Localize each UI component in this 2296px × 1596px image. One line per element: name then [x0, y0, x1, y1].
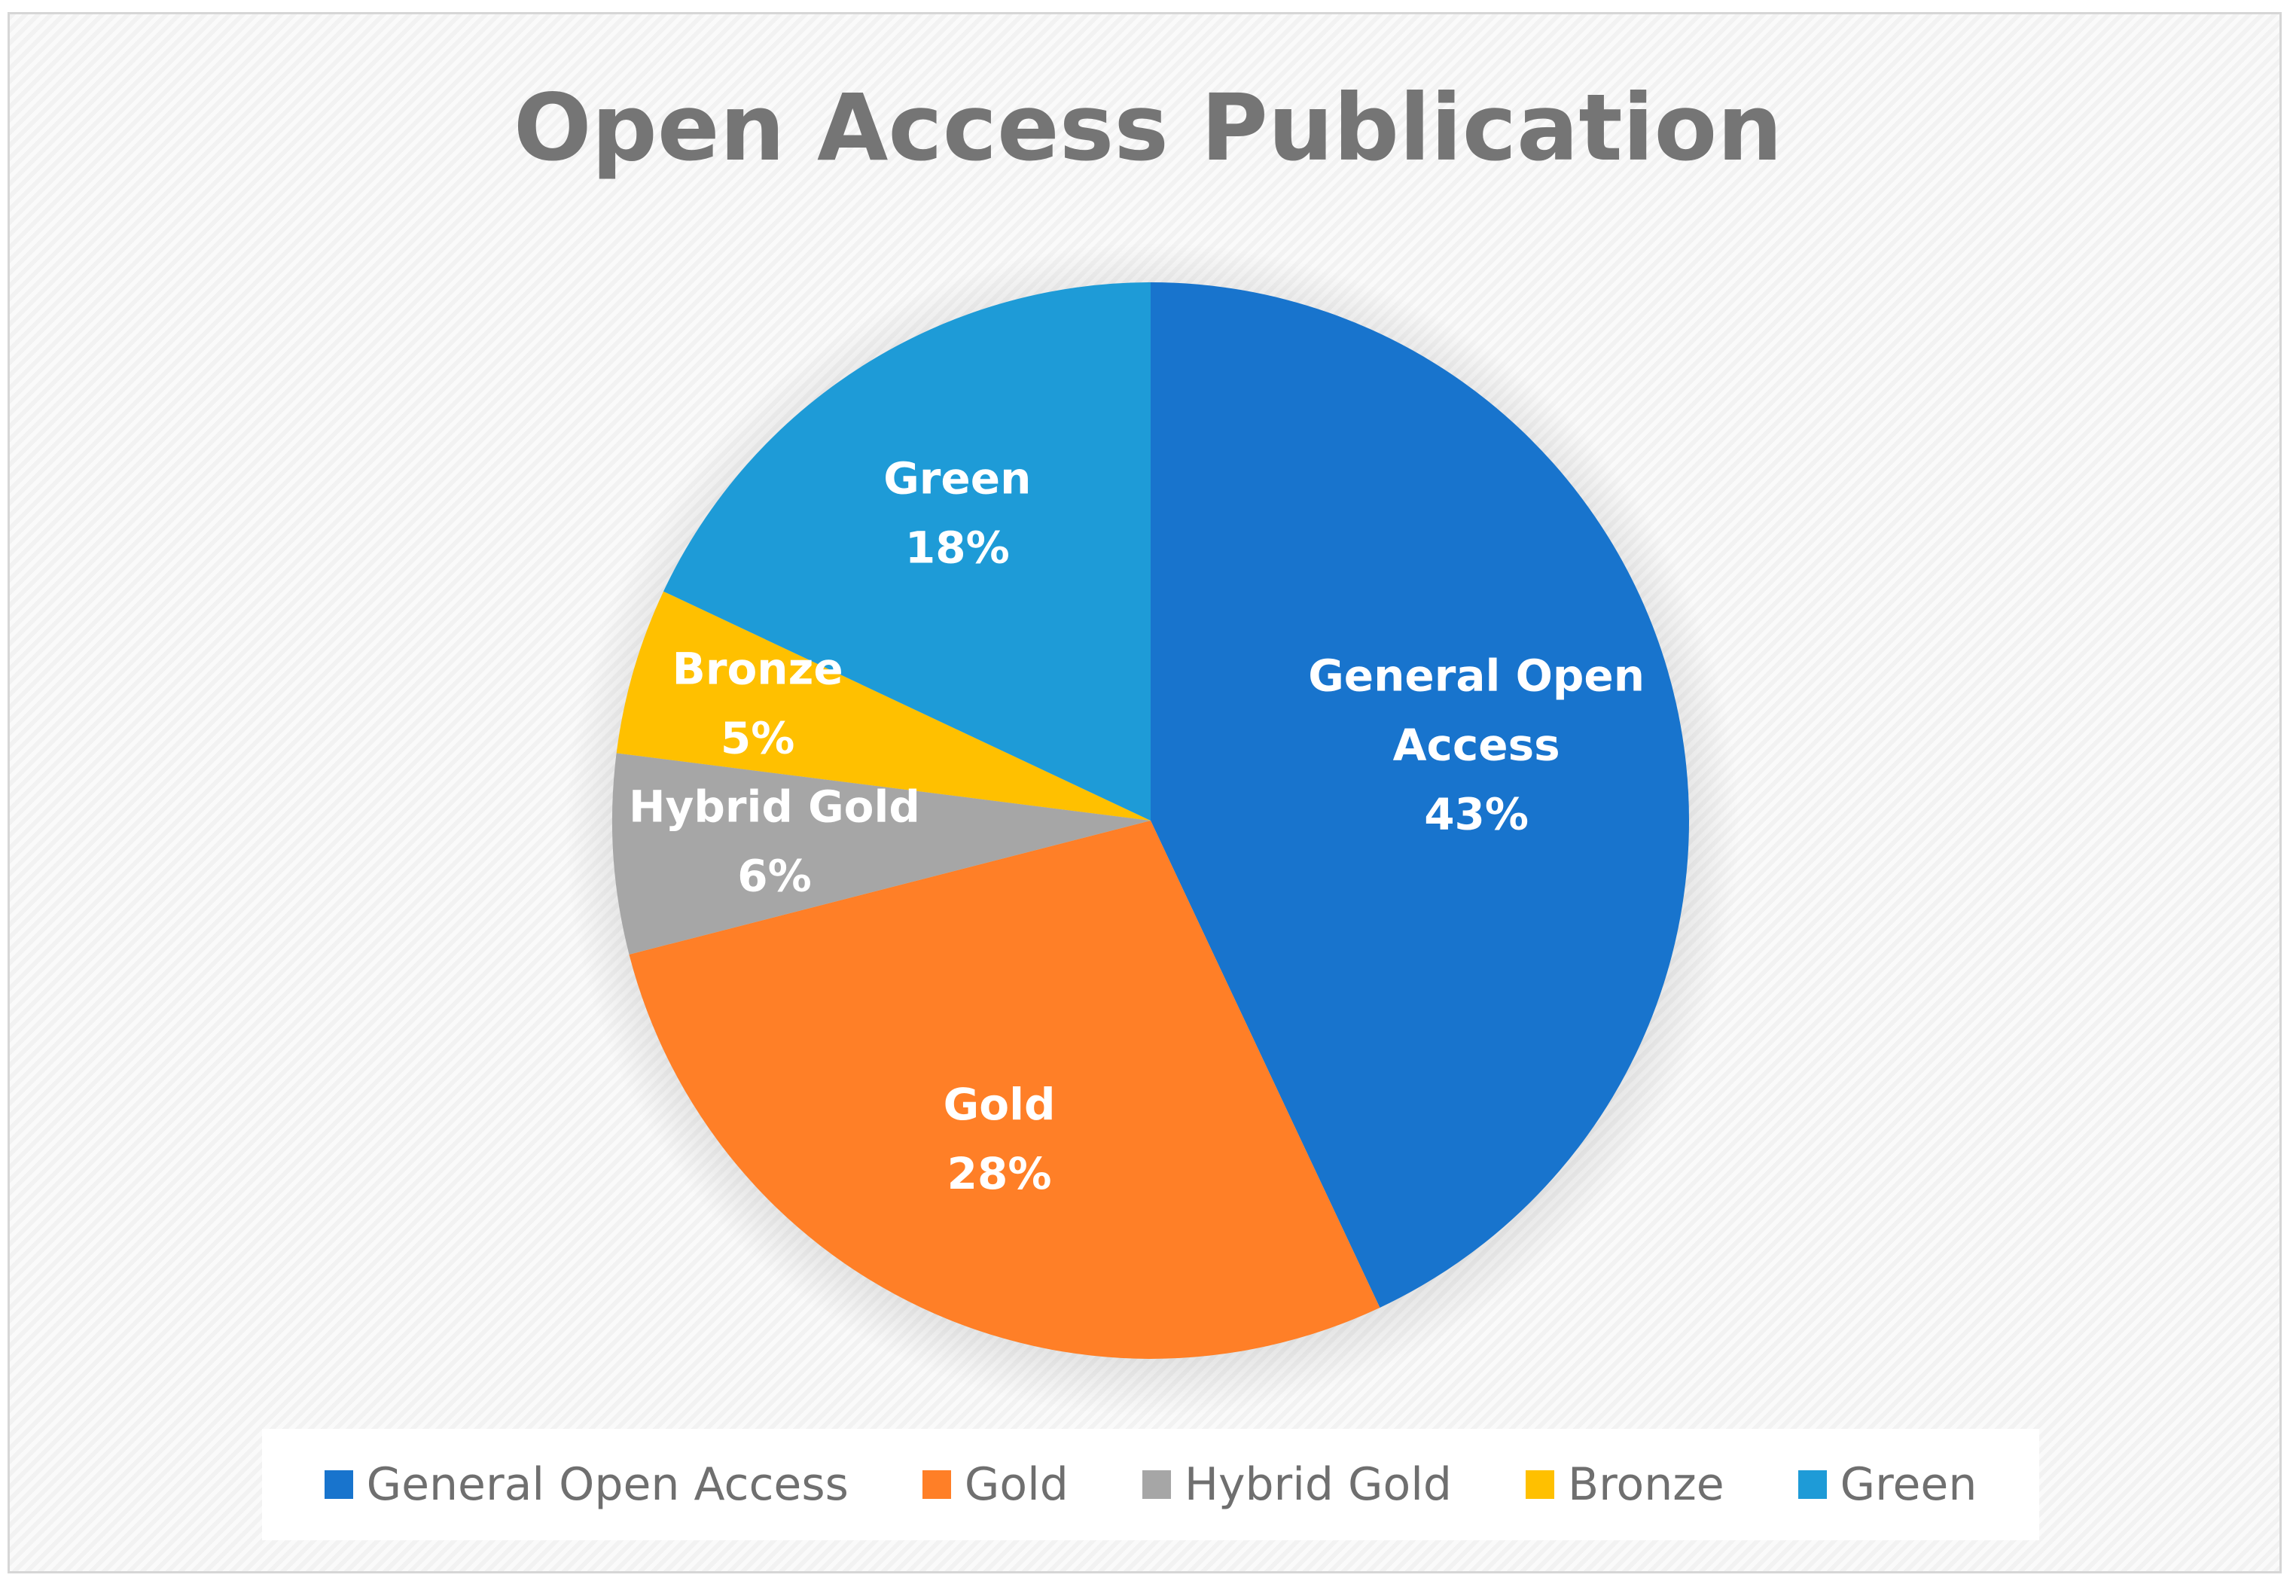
slice-percent-gold: 28%	[947, 1148, 1052, 1199]
legend-label-gold: Gold	[964, 1458, 1069, 1511]
legend-item-green: Green	[1797, 1458, 1977, 1511]
slice-label-hybrid-gold: Hybrid Gold	[629, 781, 920, 833]
legend-label-general-open-access: General Open Access	[366, 1458, 849, 1511]
legend-swatch-hybrid-gold	[1142, 1470, 1171, 1499]
legend-swatch-green	[1797, 1470, 1827, 1499]
pie-slice-general-open-access	[1151, 282, 1690, 1308]
slice-percent-hybrid-gold: 6%	[737, 851, 811, 902]
slice-label-general-open-access: Access	[1393, 719, 1560, 770]
slice-label-general-open-access: General Open	[1308, 650, 1645, 701]
legend-swatch-gold	[922, 1470, 951, 1499]
legend: General Open Access Gold Hybrid Gold Bronze…	[262, 1429, 2039, 1540]
pie-slice-hybrid-gold	[612, 753, 1151, 955]
slice-label-bronze: Bronze	[672, 644, 843, 695]
slice-percent-green: 18%	[905, 522, 1010, 574]
legend-item-general-open-access: General Open Access	[324, 1458, 849, 1511]
slice-label-gold: Gold	[944, 1079, 1056, 1130]
pie-slice-gold	[629, 821, 1380, 1359]
chart-title: Open Access Publication	[513, 75, 1783, 181]
pie-slices	[612, 282, 1690, 1359]
slice-label-green: Green	[883, 453, 1031, 504]
legend-item-gold: Gold	[922, 1458, 1069, 1511]
pie-slice-green	[663, 282, 1151, 821]
legend-item-bronze: Bronze	[1526, 1458, 1724, 1511]
slice-percent-general-open-access: 43%	[1424, 788, 1529, 839]
slice-percent-bronze: 5%	[721, 713, 794, 764]
legend-swatch-general-open-access	[324, 1470, 353, 1499]
pie-slice-bronze	[616, 591, 1151, 821]
legend-item-hybrid-gold: Hybrid Gold	[1142, 1458, 1452, 1511]
legend-swatch-bronze	[1526, 1470, 1555, 1499]
legend-label-green: Green	[1840, 1458, 1977, 1511]
legend-label-bronze: Bronze	[1568, 1458, 1724, 1511]
legend-label-hybrid-gold: Hybrid Gold	[1184, 1458, 1453, 1511]
pie-slice-labels: General Open Access 43% Gold 28% Hybrid Gold 6…	[629, 453, 1645, 1199]
